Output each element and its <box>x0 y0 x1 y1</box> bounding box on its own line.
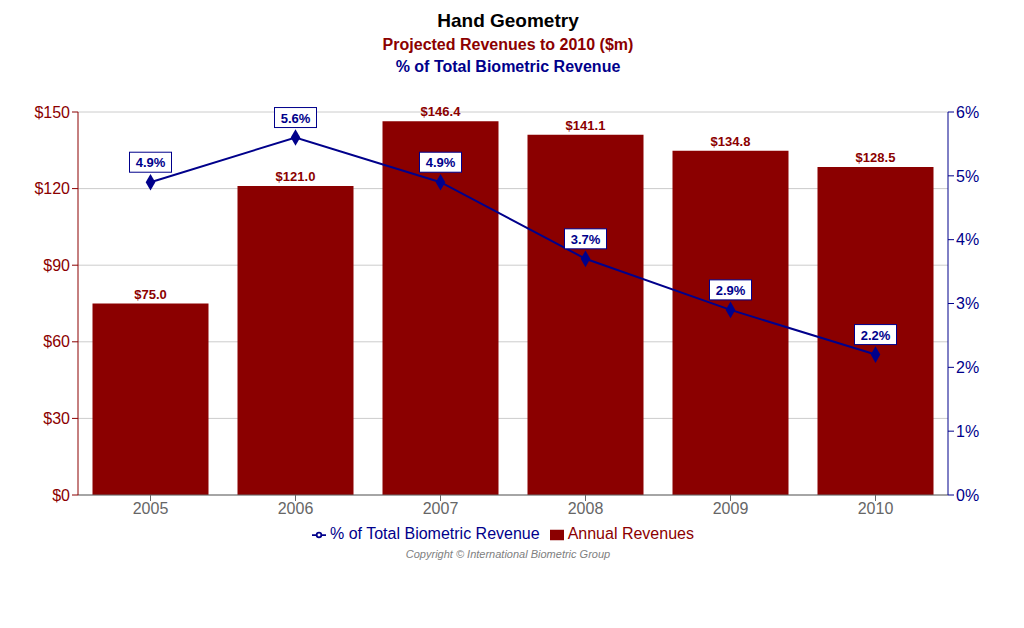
html-text:Projected Revenues to 2010 ($m: Projected Revenues to 2010 ($m) <box>382 36 634 53</box>
svg-text:$141.1: $141.1 <box>566 118 606 133</box>
svg-text:5%: 5% <box>956 168 979 185</box>
html-text:% of Total Biometric Revenue: % of Total Biometric Revenue <box>395 58 621 75</box>
svg-text:$75.0: $75.0 <box>134 287 167 302</box>
svg-text:2010: 2010 <box>858 500 894 517</box>
svg-text:2.2%: 2.2% <box>861 328 891 343</box>
svg-text:$146.4: $146.4 <box>421 104 462 119</box>
svg-text:$30: $30 <box>43 410 70 427</box>
svg-text:$60: $60 <box>43 333 70 350</box>
svg-text:0%: 0% <box>956 487 979 504</box>
svg-text:2007: 2007 <box>423 500 459 517</box>
svg-text:2008: 2008 <box>568 500 604 517</box>
svg-text:1%: 1% <box>956 423 979 440</box>
svg-text:$150: $150 <box>34 104 70 121</box>
svg-text:$134.8: $134.8 <box>711 134 751 149</box>
svg-text:$120: $120 <box>34 180 70 197</box>
svg-text:4.9%: 4.9% <box>136 155 166 170</box>
html-text:Hand Geometry: Hand Geometry <box>437 10 579 31</box>
svg-text:$0: $0 <box>52 487 70 504</box>
svg-text:$90: $90 <box>43 257 70 274</box>
svg-text:4%: 4% <box>956 231 979 248</box>
svg-text:4.9%: 4.9% <box>426 155 456 170</box>
svg-text:2006: 2006 <box>278 500 314 517</box>
svg-text:5.6%: 5.6% <box>281 111 311 126</box>
svg-text:$121.0: $121.0 <box>276 169 316 184</box>
svg-text:2.9%: 2.9% <box>716 283 746 298</box>
html-text:% of Total Biometric Revenue: % of Total Biometric Revenue <box>330 525 540 542</box>
html-text:Copyright © International Biom: Copyright © International Biometric Grou… <box>405 548 611 560</box>
svg-text:3%: 3% <box>956 295 979 312</box>
svg-text:6%: 6% <box>956 104 979 121</box>
svg-text:$128.5: $128.5 <box>856 150 896 165</box>
svg-text:2005: 2005 <box>133 500 169 517</box>
svg-text:2009: 2009 <box>713 500 749 517</box>
svg-text:2%: 2% <box>956 359 979 376</box>
html-text:Annual Revenues: Annual Revenues <box>567 525 694 542</box>
svg-text:3.7%: 3.7% <box>571 232 601 247</box>
